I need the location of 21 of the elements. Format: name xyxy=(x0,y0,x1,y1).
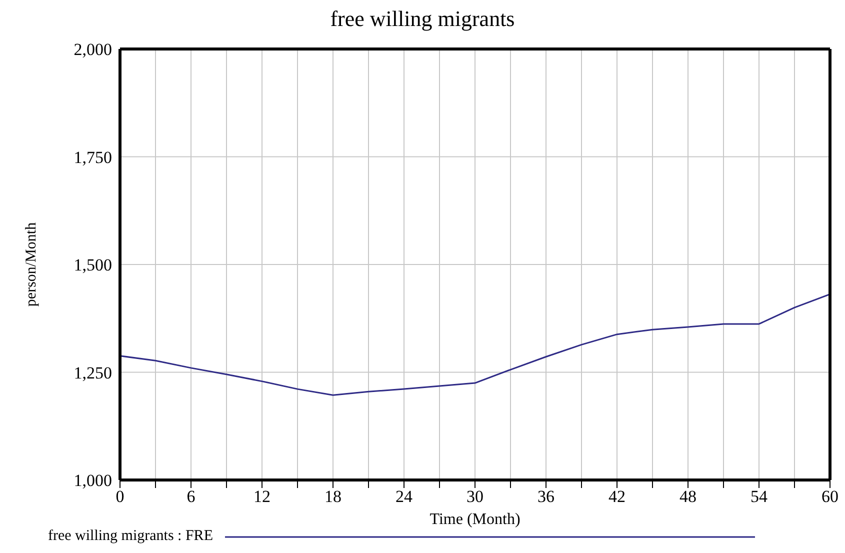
x-tick-label: 36 xyxy=(538,487,554,506)
x-tick-label: 12 xyxy=(254,487,270,506)
line-series xyxy=(120,293,830,396)
x-tick-label: 30 xyxy=(466,487,484,506)
x-tick-label: 48 xyxy=(680,487,696,506)
x-tick-label: 60 xyxy=(822,487,838,506)
y-tick-label: 2,000 xyxy=(74,40,112,60)
x-tick-label: 24 xyxy=(396,487,413,506)
chart-title: free willing migrants xyxy=(329,6,516,32)
x-tick-label: 6 xyxy=(186,487,196,506)
y-axis-title: person/Month xyxy=(23,222,40,307)
text: free willing migrants : FRE xyxy=(48,528,213,545)
x-tick-label: 54 xyxy=(750,487,768,506)
y-tick-label: 1,500 xyxy=(74,256,112,275)
y-tick-label: 1,250 xyxy=(74,363,112,382)
y-tick-label: 1,000 xyxy=(74,471,112,490)
x-tick-label: 18 xyxy=(324,487,342,506)
x-axis-title: Time (Month) xyxy=(430,511,520,528)
x-tick-label: 0 xyxy=(116,487,124,506)
y-tick-label: 1,750 xyxy=(74,148,112,167)
x-tick-label: 42 xyxy=(608,487,626,506)
